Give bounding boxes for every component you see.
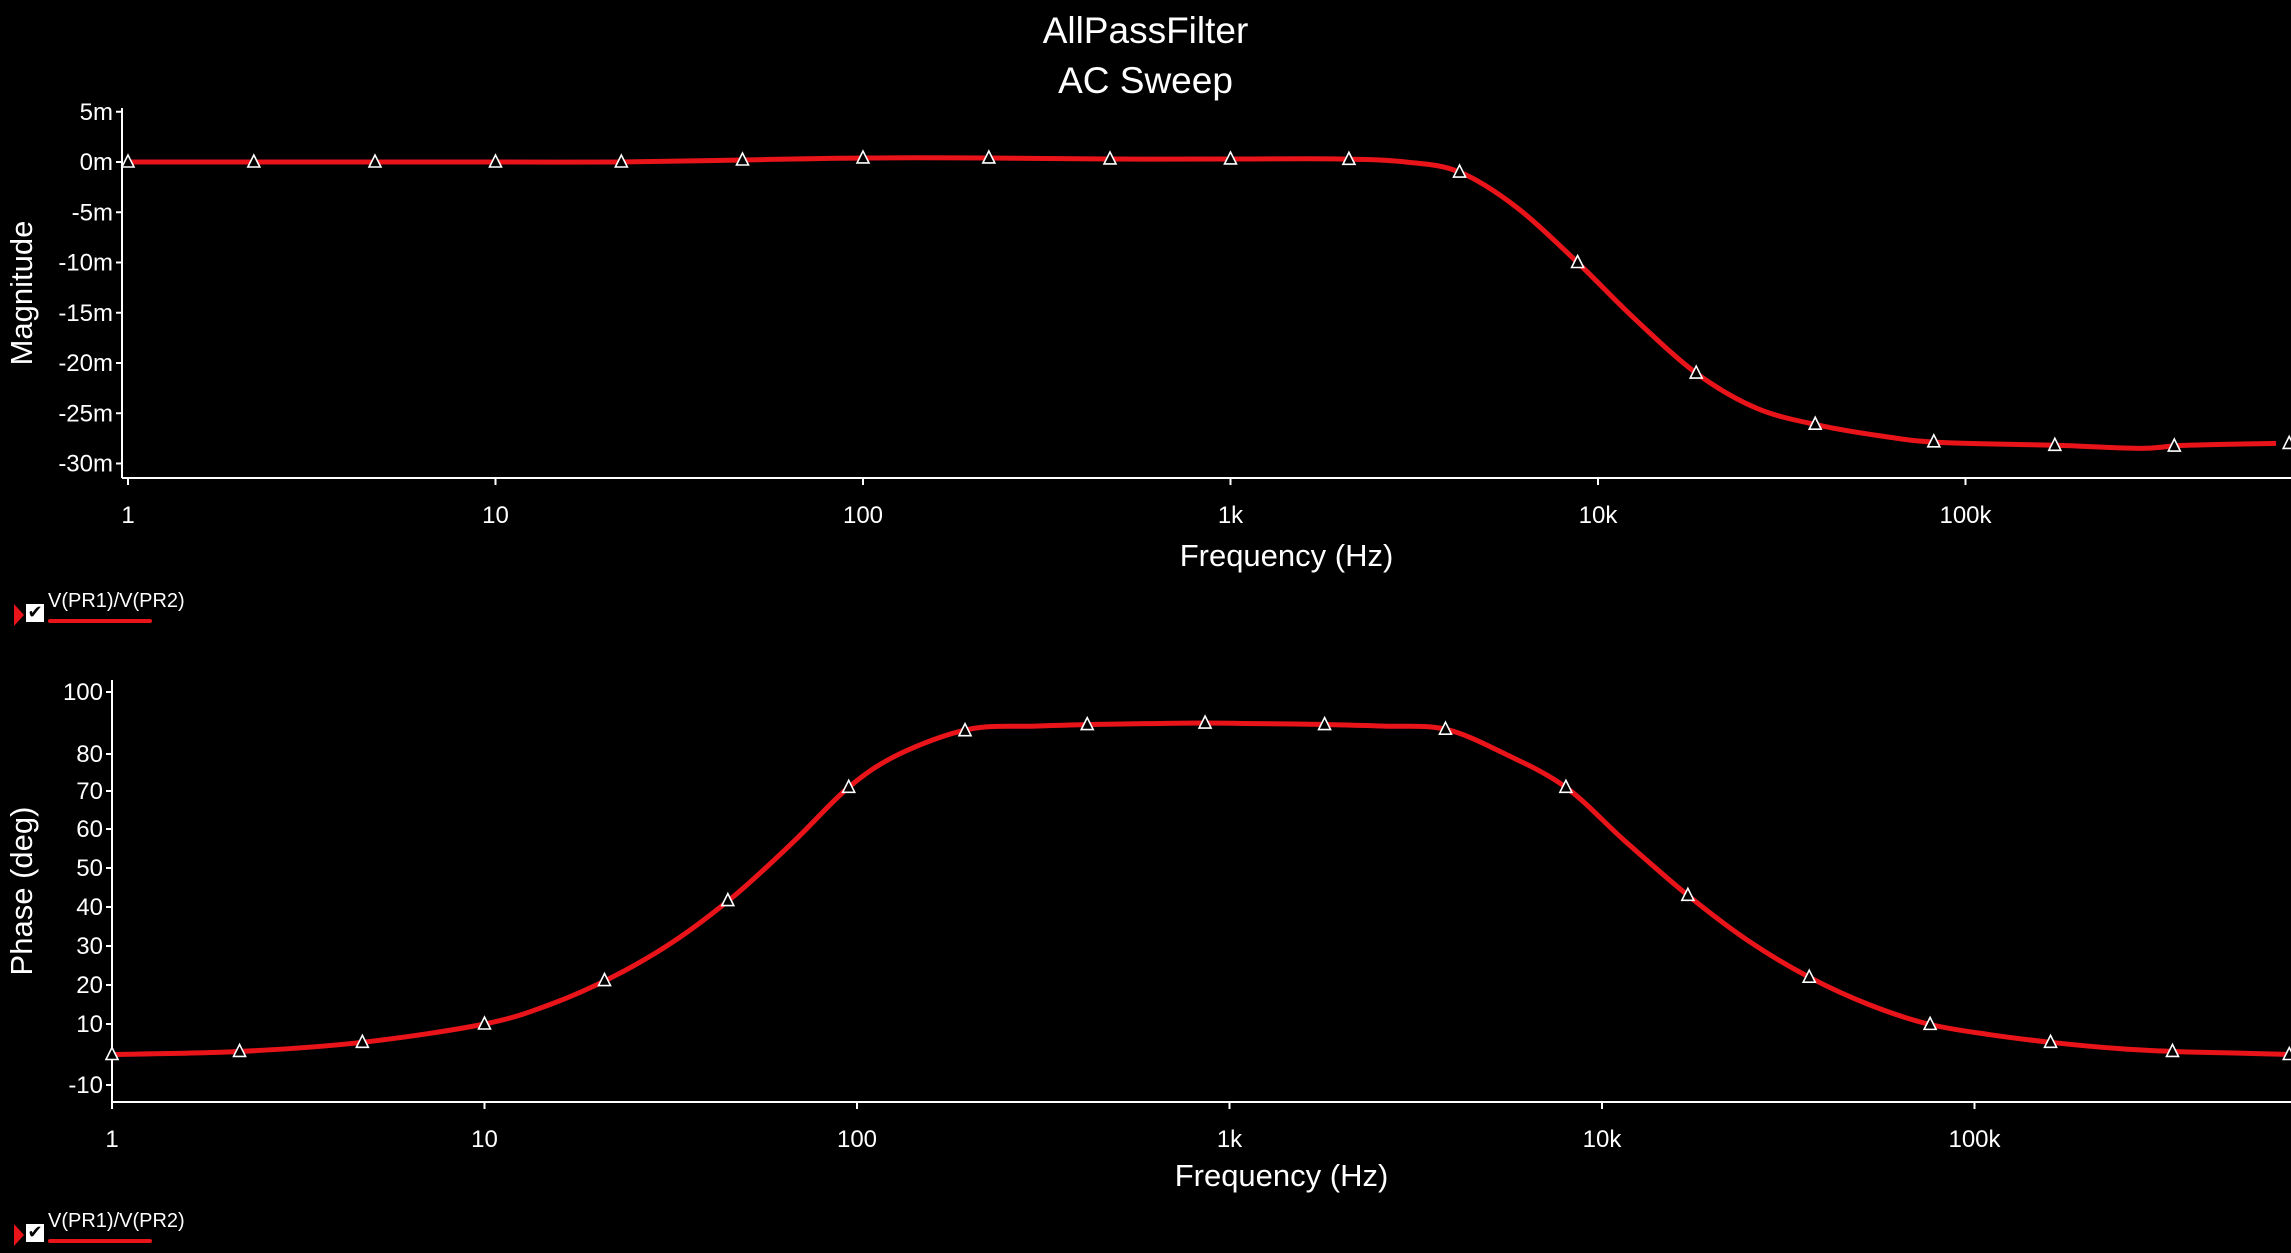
data-point-marker — [981, 149, 997, 164]
data-point-marker — [597, 971, 612, 987]
x-axis-title: Frequency (Hz) — [1175, 1158, 1389, 1193]
x-tick-label: 1 — [105, 1126, 118, 1153]
x-tick-label: 10 — [482, 502, 509, 529]
y-axis-title: Phase (deg) — [4, 807, 39, 976]
data-point-marker — [2167, 437, 2182, 452]
magnitude-plot: 1 10 100 1k 10k 100k 5m 0m -5m -10m -15m -20m -25m -3… — [4, 99, 2291, 573]
y-tick-label: -25m — [58, 400, 113, 427]
legend-pointer-icon — [14, 1224, 24, 1246]
data-point-marker — [488, 153, 503, 168]
data-point-marker — [1558, 778, 1574, 794]
data-point-marker — [1438, 720, 1453, 736]
y-tick-label: 80 — [76, 741, 103, 768]
y-tick-label: -30m — [58, 451, 113, 478]
x-tick-label: 10k — [1579, 502, 1619, 529]
x-tick-label: 1 — [121, 502, 134, 529]
y-tick-label: -10m — [58, 250, 113, 277]
y-tick-label: -10 — [68, 1072, 103, 1099]
series-line — [128, 155, 2277, 451]
data-point-marker — [1680, 886, 1696, 902]
y-tick-label: 70 — [76, 778, 103, 805]
legend-swatch — [48, 1239, 152, 1243]
chart-title-line2: AC Sweep — [1058, 60, 1233, 101]
data-point-marker — [1926, 432, 1942, 448]
y-tick-label: 10 — [76, 1011, 103, 1038]
data-point-marker — [1570, 253, 1585, 269]
phase-plot: 1 10 100 1k 10k 100k 100 80 70 60 50 40 30 20 10 -10 Fre… — [4, 679, 2291, 1193]
data-point-marker — [1223, 150, 1238, 165]
y-tick-label: 30 — [76, 933, 103, 960]
data-point-marker — [1341, 150, 1357, 166]
data-point-marker — [1197, 714, 1213, 729]
legend-swatch — [48, 619, 152, 623]
data-point-marker — [2281, 434, 2291, 450]
data-point-marker — [120, 153, 136, 168]
x-tick-label: 1k — [1217, 1126, 1243, 1153]
x-tick-label: 1k — [1218, 502, 1244, 529]
legend-checkbox[interactable]: ✔ — [26, 602, 44, 623]
y-tick-label: -5m — [72, 199, 113, 226]
data-point-marker — [1922, 1015, 1938, 1031]
data-point-marker — [1807, 415, 1823, 431]
data-point-marker — [2282, 1045, 2291, 1061]
x-tick-label: 10 — [471, 1126, 498, 1153]
data-point-marker — [720, 891, 736, 907]
data-point-marker — [2165, 1042, 2180, 1058]
data-point-marker — [735, 151, 750, 166]
data-point-marker — [246, 153, 262, 168]
legend-checkbox[interactable]: ✔ — [26, 1222, 44, 1243]
data-point-marker — [1102, 150, 1118, 165]
data-point-marker — [841, 778, 856, 794]
data-point-marker — [1079, 715, 1095, 731]
data-point-marker — [104, 1045, 120, 1061]
x-tick-label: 100 — [837, 1126, 877, 1153]
x-tick-label: 100k — [1939, 502, 1992, 529]
data-point-marker — [1452, 163, 1467, 178]
data-point-marker — [855, 149, 871, 164]
data-point-marker — [477, 1015, 492, 1030]
data-point-marker — [232, 1042, 247, 1058]
y-axis-title: Magnitude — [4, 221, 39, 366]
data-point-marker — [2043, 1033, 2058, 1049]
y-tick-label: 5m — [80, 99, 113, 126]
y-tick-label: 20 — [76, 972, 103, 999]
data-point-marker — [367, 153, 383, 168]
chart-title: AllPassFilter AC Sweep — [0, 6, 2291, 106]
y-tick-label: 40 — [76, 894, 103, 921]
y-tick-label: -15m — [58, 300, 113, 327]
y-tick-label: -20m — [58, 350, 113, 377]
legend-pointer-icon — [14, 604, 24, 626]
x-axis-title: Frequency (Hz) — [1180, 538, 1394, 573]
x-tick-label: 100 — [843, 502, 883, 529]
data-point-marker — [2047, 436, 2063, 452]
legend-label: V(PR1)/V(PR2) — [48, 590, 185, 612]
data-point-marker — [1317, 715, 1332, 731]
data-point-marker — [614, 153, 629, 168]
y-tick-label: 60 — [76, 816, 103, 843]
chart-title-line1: AllPassFilter — [1042, 10, 1249, 51]
data-point-marker — [355, 1033, 370, 1049]
x-tick-label: 10k — [1583, 1126, 1623, 1153]
data-point-marker — [1801, 968, 1817, 984]
data-point-marker — [1688, 364, 1704, 379]
y-tick-label: 0m — [80, 149, 113, 176]
data-point-marker — [957, 721, 973, 737]
series-line — [112, 720, 2290, 1057]
legend-label: V(PR1)/V(PR2) — [48, 1210, 185, 1232]
y-tick-label: 100 — [63, 679, 103, 706]
x-tick-label: 100k — [1948, 1126, 2001, 1153]
y-tick-label: 50 — [76, 855, 103, 882]
